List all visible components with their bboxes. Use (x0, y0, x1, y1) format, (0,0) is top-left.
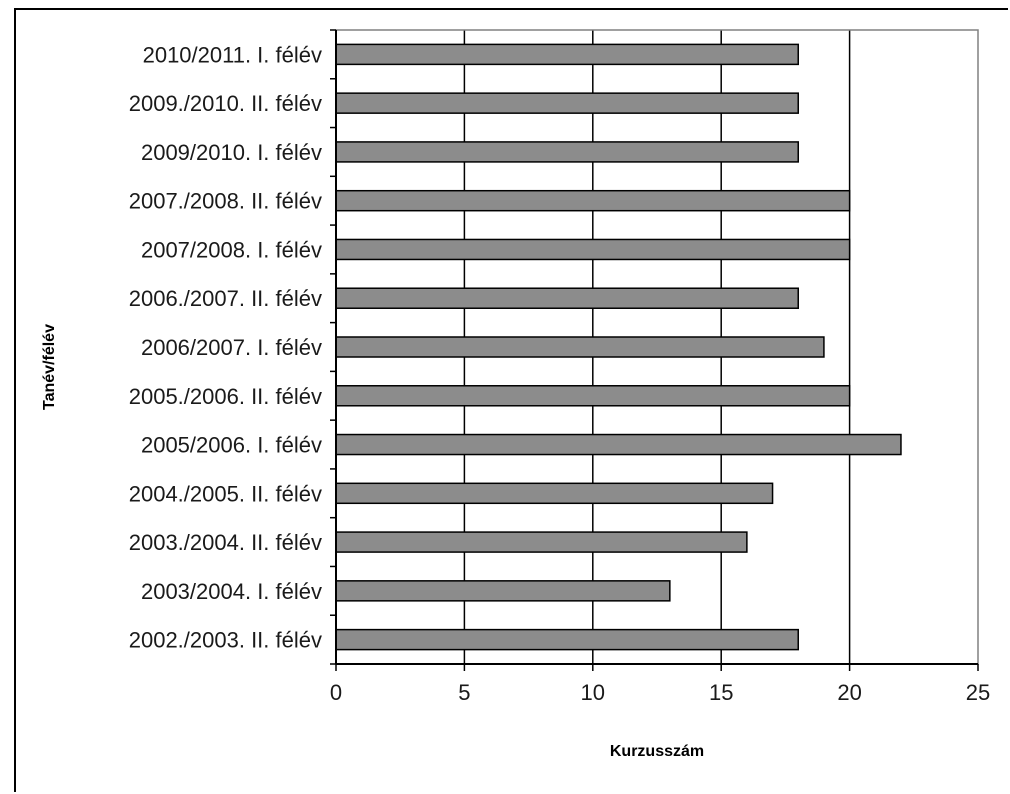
x-tick-label: 25 (966, 680, 990, 705)
bar (335, 385, 851, 407)
bars (335, 43, 902, 651)
x-tick-labels: 0 5 10 15 20 25 (330, 680, 990, 705)
bar (335, 141, 799, 163)
category-label: 2005./2006. II. félév (129, 384, 322, 409)
bar (335, 189, 851, 212)
category-label: 2004./2005. II. félév (129, 481, 322, 506)
x-tick-label: 20 (837, 680, 861, 705)
category-label: 2002./2003. II. félév (129, 628, 322, 653)
axes (330, 29, 979, 671)
bar (335, 238, 851, 261)
category-label: 2006./2007. II. félév (129, 286, 322, 311)
category-label: 2007./2008. II. félév (129, 189, 322, 214)
x-tick-label: 10 (581, 680, 605, 705)
y-axis-title: Tanév/félév (41, 324, 58, 410)
bar (335, 580, 671, 602)
category-labels: 2010/2011. I. félév 2009./2010. II. félév… (129, 42, 322, 652)
category-label: 2010/2011. I. félév (143, 42, 322, 67)
bar (335, 433, 902, 456)
chart-frame (14, 8, 1008, 792)
category-label: 2003./2004. II. félév (129, 530, 322, 555)
bar (335, 628, 799, 651)
bar (335, 336, 825, 358)
bar (335, 287, 799, 309)
category-label: 2009./2010. II. félév (129, 91, 322, 116)
x-axis-title: Kurzusszám (610, 743, 704, 760)
x-tick-label: 5 (458, 680, 470, 705)
bar (335, 92, 799, 114)
bar (335, 531, 748, 553)
category-label: 2005/2006. I. félév (141, 433, 322, 458)
category-label: 2007/2008. I. félév (141, 237, 322, 262)
x-tick-label: 15 (709, 680, 733, 705)
x-tick-label: 0 (330, 680, 342, 705)
category-label: 2009/2010. I. félév (141, 140, 322, 165)
category-label: 2006/2007. I. félév (141, 335, 322, 360)
bar (335, 43, 799, 66)
bar (335, 482, 774, 505)
category-label: 2003/2004. I. félév (141, 579, 322, 604)
